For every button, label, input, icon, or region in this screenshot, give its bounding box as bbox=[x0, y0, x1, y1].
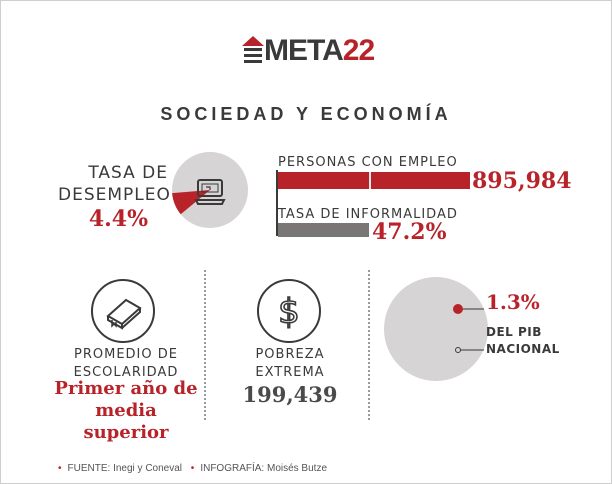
footer-credit: INFOGRAFÍA: Moisés Butze bbox=[200, 463, 328, 474]
pib-value: 1.3% bbox=[486, 290, 540, 314]
book-icon bbox=[91, 279, 155, 343]
employment-label: PERSONAS CON EMPLEO bbox=[278, 155, 458, 170]
svg-text:$: $ bbox=[278, 292, 300, 332]
poverty-value: 199,439 bbox=[242, 382, 338, 407]
logo: META22 bbox=[240, 30, 380, 70]
column-divider bbox=[368, 270, 370, 420]
pib-circle-base bbox=[384, 277, 488, 381]
house-logo-icon bbox=[242, 36, 264, 63]
pib-circle bbox=[384, 277, 488, 381]
informality-label: TASA DE INFORMALIDAD bbox=[278, 207, 458, 222]
poverty-label: POBREZA EXTREMA bbox=[255, 347, 325, 380]
computer-icon bbox=[194, 179, 226, 205]
pib-dot bbox=[453, 304, 463, 314]
section-title: SOCIEDAD Y ECONOMÍA bbox=[160, 104, 452, 124]
bars-axis bbox=[276, 170, 278, 236]
unemployment-label: TASA DE DESEMPLEO bbox=[58, 163, 171, 205]
dollar-icon: $ bbox=[257, 279, 321, 343]
schooling-value: Primer año de media superior bbox=[54, 378, 198, 443]
column-divider bbox=[204, 270, 206, 420]
employment-value: 895,984 bbox=[472, 168, 572, 194]
informality-bar bbox=[278, 223, 369, 237]
unemployment-value: 4.4% bbox=[88, 206, 148, 232]
informality-value: 47.2% bbox=[372, 219, 447, 245]
employment-bar-divider bbox=[369, 172, 371, 189]
unemployment-pie bbox=[172, 152, 248, 228]
employment-bar bbox=[278, 172, 470, 189]
footer: • FUENTE: Inegi y Coneval • INFOGRAFÍA: Mo… bbox=[58, 463, 328, 474]
schooling-label: PROMEDIO DE ESCOLARIDAD bbox=[73, 347, 179, 380]
pib-label: DEL PIB NACIONAL bbox=[486, 325, 560, 356]
logo-wordmark: META22 bbox=[264, 34, 375, 67]
footer-source: FUENTE: Inegi y Coneval bbox=[67, 463, 183, 474]
